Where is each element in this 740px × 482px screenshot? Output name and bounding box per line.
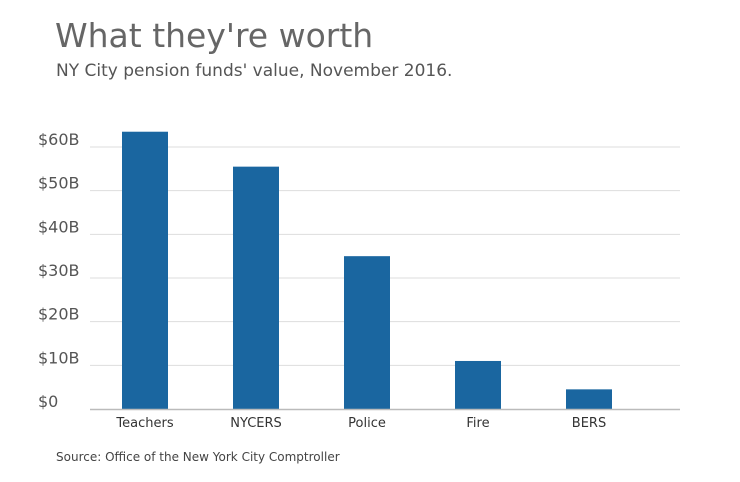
y-tick-label: $30B [38,261,80,280]
chart-title: What they're worth [55,16,374,55]
bars [122,131,612,409]
x-axis-category-labels: Teachers NYCERS Police Fire BERS [115,416,606,431]
chart-subtitle: NY City pension funds' value, November 2… [56,61,453,81]
bar-teachers [122,131,168,409]
y-tick-label: $0 [38,392,58,411]
chart-source: Source: Office of the New York City Comp… [56,450,340,464]
y-tick-label: $60B [38,130,80,149]
x-category-label: Police [348,416,386,431]
bar-police [344,256,390,409]
y-axis-tick-labels: $0 $10B $20B $30B $40B $50B $60B [38,130,80,411]
x-category-label: BERS [572,416,606,431]
y-tick-label: $40B [38,217,80,236]
bar-fire [455,360,501,409]
x-category-label: NYCERS [230,416,282,431]
x-category-label: Teachers [115,416,173,431]
bar-nycers [233,166,279,409]
y-tick-label: $20B [38,305,80,324]
bar-bers [566,389,612,409]
x-category-label: Fire [466,416,489,431]
y-tick-label: $10B [38,348,80,367]
y-tick-label: $50B [38,174,80,193]
